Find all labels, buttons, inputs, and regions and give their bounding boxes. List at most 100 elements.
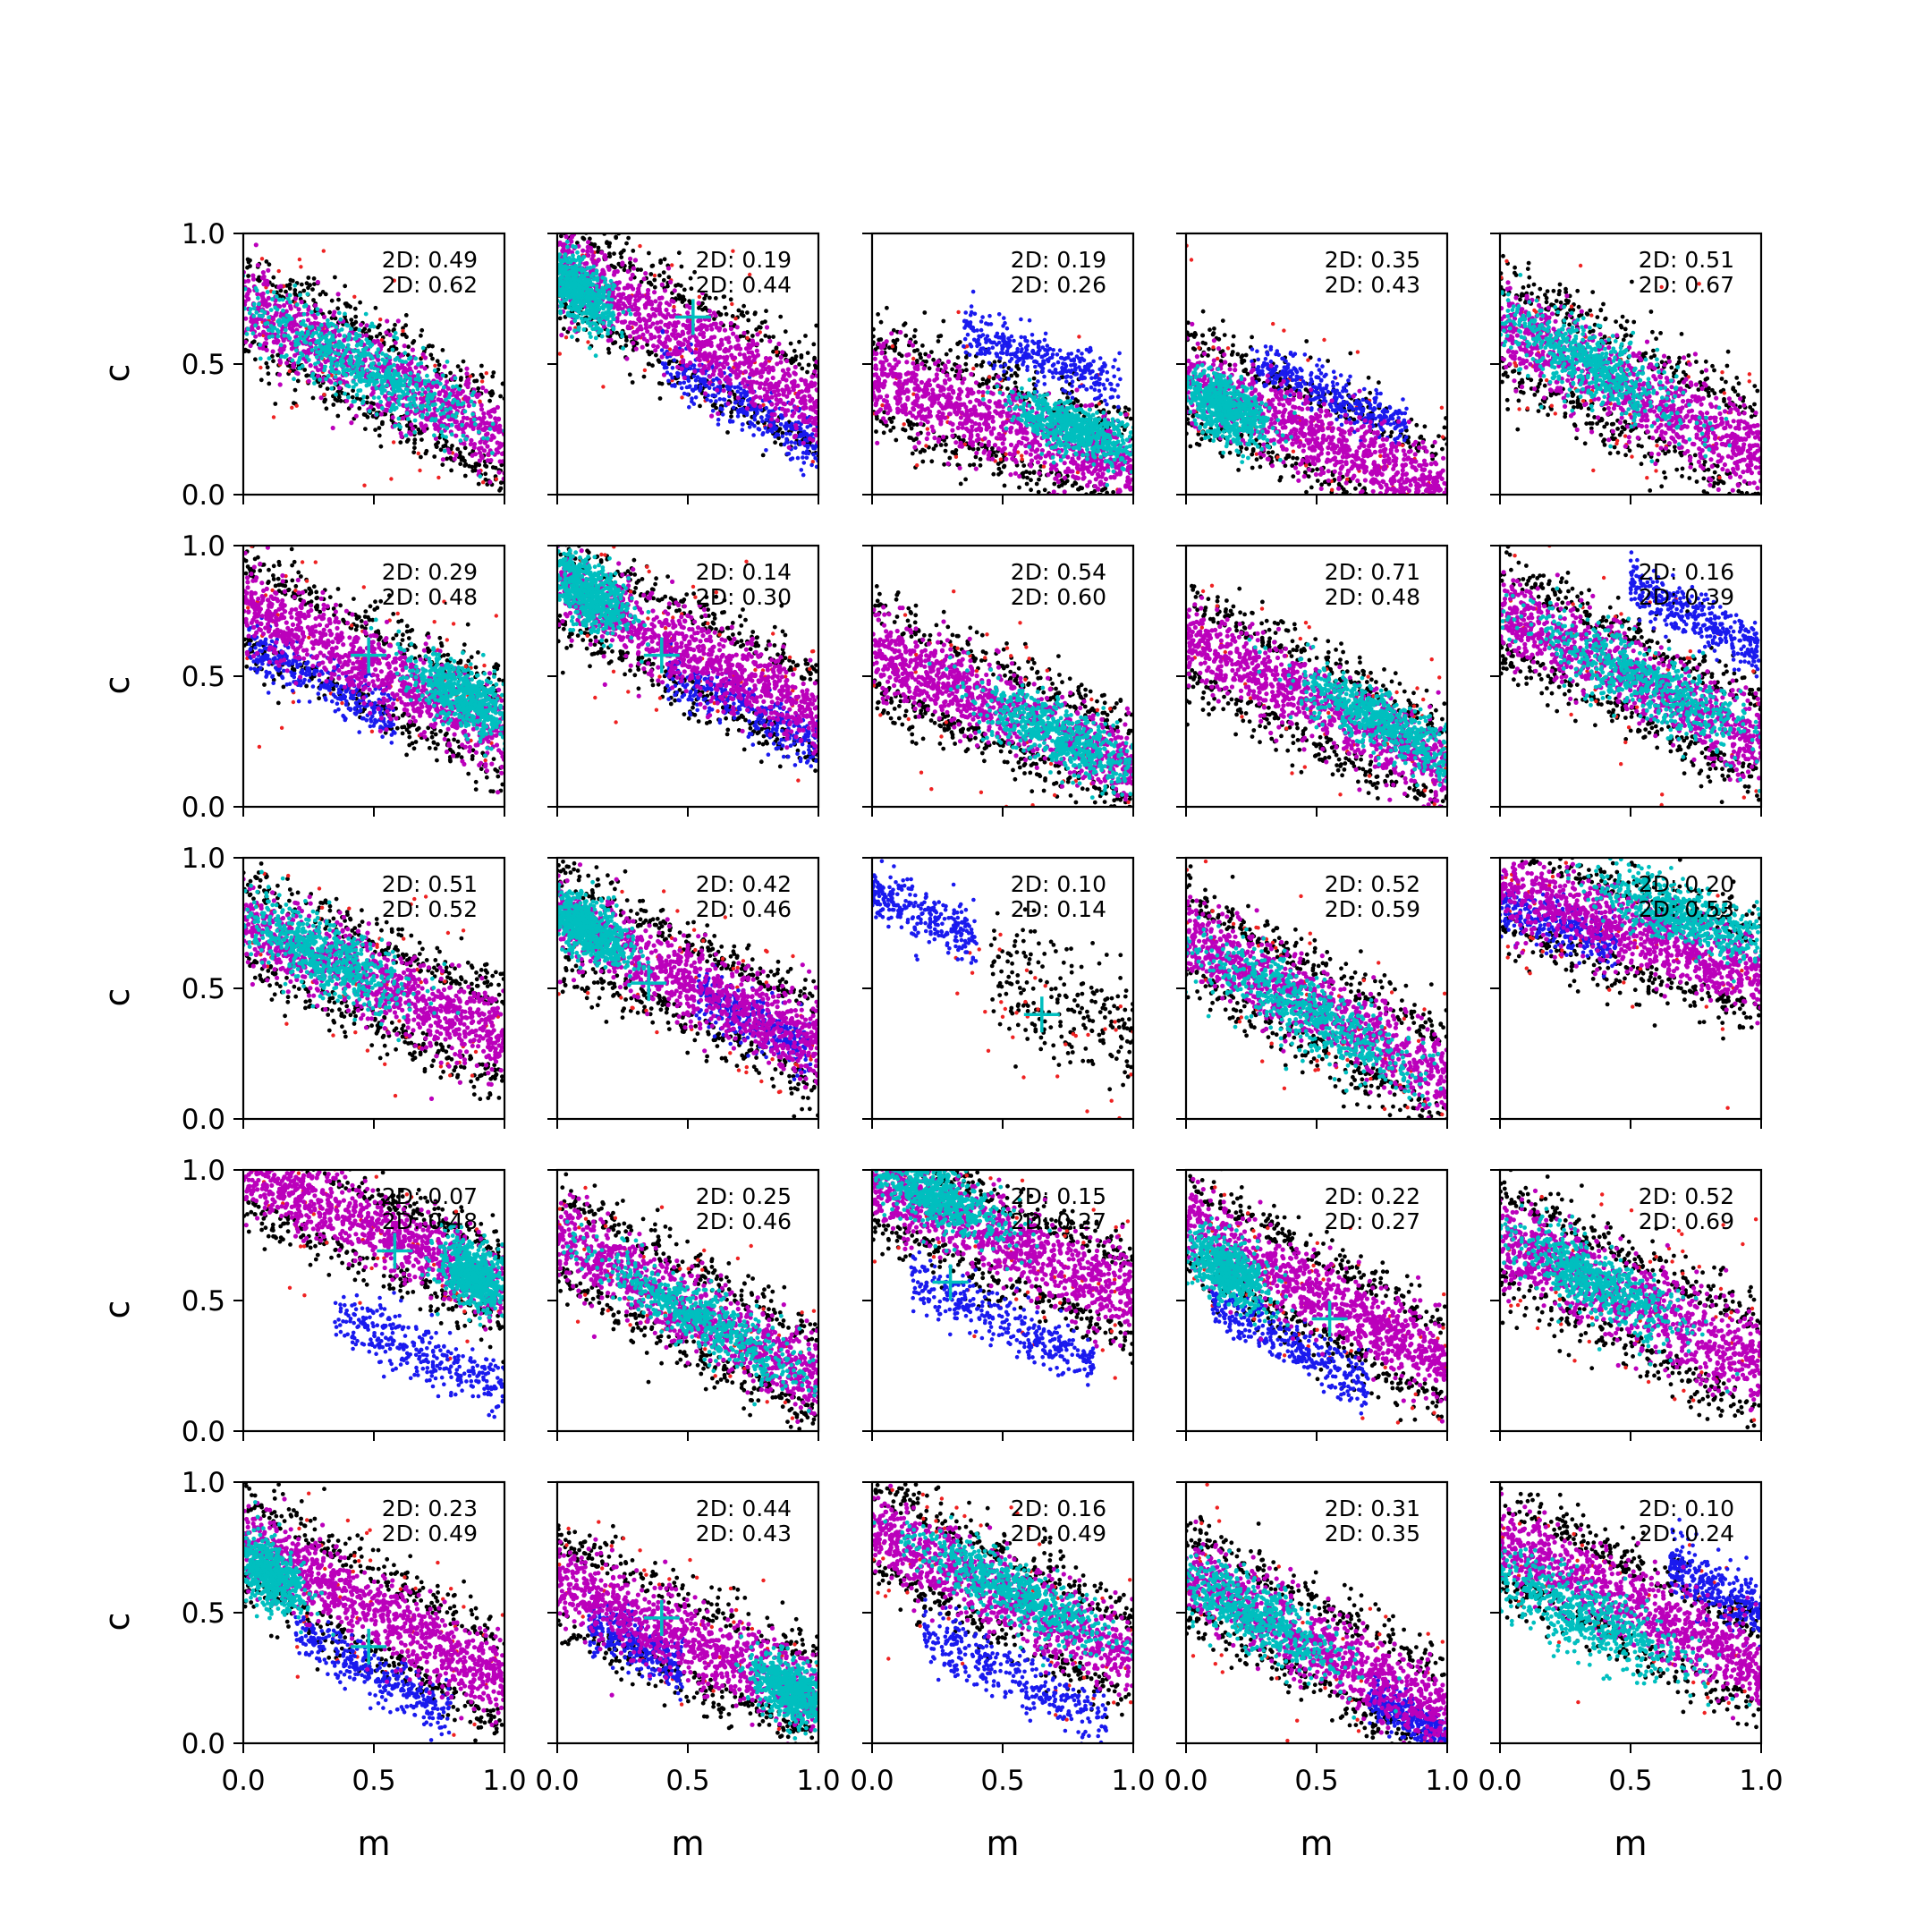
magenta-point [481,448,487,453]
black-point [674,296,678,301]
black-point [919,355,923,360]
y-tick-label: 0.0 [182,479,225,512]
black-point [920,447,925,453]
black-point [1021,463,1027,468]
blue-point [745,398,750,402]
blue-point [765,413,770,419]
black-point [1123,405,1128,411]
blue-point [987,313,992,318]
magenta-point [758,403,763,410]
magenta-point [665,266,672,271]
blue-point [714,399,718,403]
magenta-point [792,364,798,369]
magenta-point [596,257,601,263]
magenta-point [453,433,459,438]
blue-point [691,402,697,406]
cyan-point [397,402,402,407]
cyan-point [571,312,575,318]
cyan-point [563,254,567,259]
magenta-point [615,306,621,311]
blue-point [780,416,784,420]
cyan-point [363,311,369,317]
cyan-point [317,333,322,338]
magenta-point [710,372,716,377]
black-point [1049,470,1054,475]
cyan-point [455,399,460,404]
cyan-point [332,370,337,375]
magenta-point [666,302,673,308]
black-point [970,446,976,452]
black-point [498,394,503,399]
cyan-point [267,315,271,320]
magenta-point [812,416,818,421]
black-point [741,303,746,309]
blue-point [751,433,756,437]
magenta-point [659,354,665,360]
cyan-point [316,311,320,317]
black-point [887,416,893,421]
cyan-point [313,361,318,367]
blue-point [780,434,785,439]
cyan-point [425,396,429,402]
black-point [902,321,908,326]
cyan-point [440,373,445,378]
cyan-point [558,263,564,267]
black-point [479,363,484,369]
cyan-point [591,276,597,282]
black-point [416,427,421,432]
blue-point [813,456,818,461]
blue-point [963,310,968,315]
magenta-point [770,368,776,373]
red-point [680,395,684,400]
black-point [902,428,908,433]
magenta-point [442,364,447,369]
cyan-point [403,386,409,392]
magenta-point [476,446,482,452]
cyan-point [404,403,409,408]
black-point [874,429,878,434]
blue-point [965,332,970,337]
black-point [427,343,432,348]
black-point [792,357,798,362]
black-point [1037,477,1041,482]
cyan-point [352,349,357,354]
cyan-point [374,386,379,391]
cyan-point [610,310,615,315]
black-point [458,450,462,455]
black-point [458,462,463,467]
magenta-point [687,305,692,310]
red-point [389,477,394,481]
black-point [412,441,417,445]
red-point [914,463,919,468]
cyan-point [279,354,284,359]
black-point [723,305,727,310]
cyan-point [303,303,309,309]
black-point [927,366,932,371]
black-point [295,378,301,384]
black-point [398,440,403,445]
black-point [654,352,658,358]
black-point [934,443,938,448]
black-point [913,340,918,345]
black-point [472,378,477,384]
magenta-point [634,292,640,298]
cyan-point [281,316,286,321]
black-point [292,291,298,296]
annotation-text: 2D: 0.62 [382,272,478,298]
magenta-point [780,368,786,373]
magenta-point [737,352,742,357]
blue-point [784,436,789,442]
black-point [611,265,616,269]
black-point [1052,481,1057,487]
magenta-point [315,279,320,285]
magenta-point [743,346,750,352]
magenta-point [648,324,653,329]
magenta-point [401,415,406,421]
cyan-point [316,326,321,331]
cyan-point [310,371,316,377]
black-point [404,439,410,444]
cyan-point [597,288,602,293]
magenta-point [260,291,266,296]
magenta-point [476,426,481,431]
red-point [638,243,642,249]
